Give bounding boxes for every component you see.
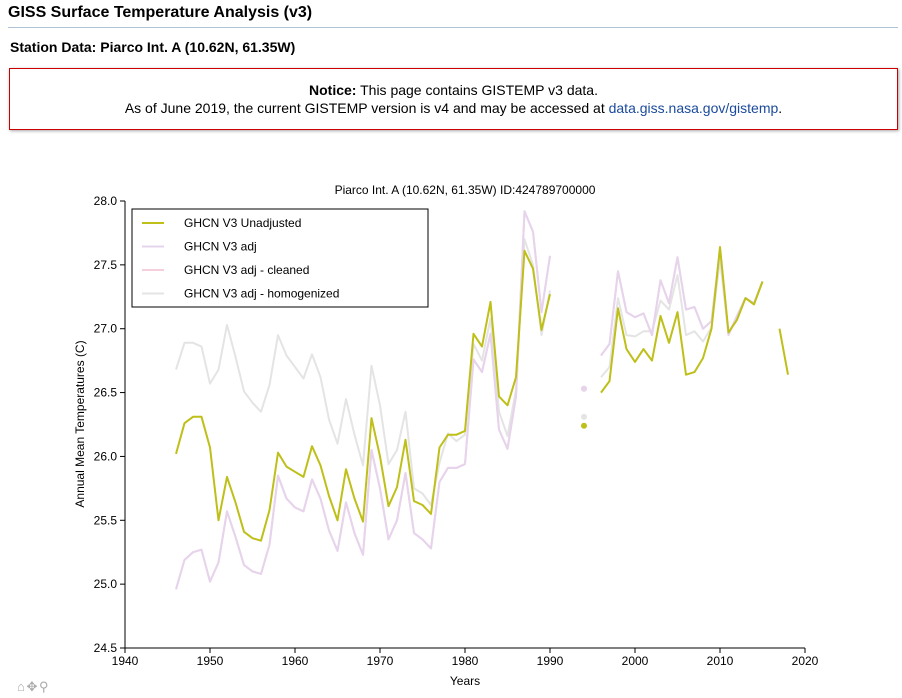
page-header: GISS Surface Temperature Analysis (v3) xyxy=(8,4,898,28)
notice-text-2: As of June 2019, the current GISTEMP ver… xyxy=(124,100,605,116)
series-line-ghcn-v3-unadjusted-1 xyxy=(600,246,764,394)
series-line-ghcn-v3-adj-0 xyxy=(175,210,551,590)
gistemp-link[interactable]: data.giss.nasa.gov/gistemp xyxy=(608,100,779,116)
x-tick-label-2000: 2000 xyxy=(622,654,649,668)
series-line-ghcn-v3-unadjusted-0 xyxy=(175,249,551,542)
notice-line-1: Notice: This page contains GISTEMP v3 da… xyxy=(10,81,897,99)
legend: GHCN V3 Unadjusted GHCN V3 adj GHCN V3 adj… xyxy=(131,208,429,308)
y-tick-label-1: 25.0 xyxy=(94,577,118,591)
x-tick-label-1950: 1950 xyxy=(197,654,224,668)
station-title: Station Data: Piarco Int. A (10.62N, 61.… xyxy=(10,39,296,55)
y-tick-label-5: 27.0 xyxy=(94,322,118,336)
x-tick-label-1980: 1980 xyxy=(452,654,479,668)
y-tick-label-4: 26.5 xyxy=(94,386,118,400)
series-point-ghcn-v3-adj-0 xyxy=(581,385,587,392)
series-point-ghcn-v3-unadjusted-0 xyxy=(581,422,587,429)
series-line-ghcn-v3-adj-homogenized-0 xyxy=(175,238,551,506)
x-tick-label-1970: 1970 xyxy=(367,654,394,668)
legend-label-0: GHCN V3 Unadjusted xyxy=(184,216,301,230)
x-tick-label-1940: 1940 xyxy=(112,654,139,668)
series-line-ghcn-v3-unadjusted-2 xyxy=(778,328,789,375)
home-icon[interactable]: ⌂ xyxy=(17,679,25,694)
legend-label-1: GHCN V3 adj xyxy=(184,240,257,254)
temperature-chart: Piarco Int. A (10.62N, 61.35W) ID:424789… xyxy=(73,183,819,688)
y-tick-label-7: 28.0 xyxy=(94,194,118,208)
x-tick-label-1990: 1990 xyxy=(537,654,564,668)
x-tick-label-2010: 2010 xyxy=(707,654,734,668)
y-tick-label-0: 24.5 xyxy=(94,641,118,655)
legend-box xyxy=(131,208,429,308)
y-tick-label-2: 25.5 xyxy=(94,513,118,527)
series-point-ghcn-v3-adj-homogenized-0 xyxy=(581,413,587,420)
legend-label-3: GHCN V3 adj - homogenized xyxy=(184,287,339,301)
series-line-ghcn-v3-adj-1 xyxy=(600,248,764,357)
pan-icon[interactable]: ✥ xyxy=(26,679,37,694)
plot-series xyxy=(175,210,789,590)
page-title: GISS Surface Temperature Analysis (v3) xyxy=(8,4,313,21)
notice-line-2: As of June 2019, the current GISTEMP ver… xyxy=(10,99,897,117)
y-tick-label-6: 27.5 xyxy=(94,258,118,272)
notice-box: Notice: This page contains GISTEMP v3 da… xyxy=(9,68,898,130)
legend-label-2: GHCN V3 adj - cleaned xyxy=(184,263,309,277)
zoom-icon[interactable]: ⚲ xyxy=(39,679,48,694)
x-tick-label-2020: 2020 xyxy=(792,654,819,668)
y-tick-label-3: 26.0 xyxy=(94,449,118,463)
plot-toolbar: ⌂ ✥ ⚲ xyxy=(17,679,48,695)
chart-axes: 1940 1950 1960 1970 1980 1990 2000 2010 2020 24.5… xyxy=(94,194,819,668)
x-axis-label: Years xyxy=(450,674,480,688)
x-tick-label-1960: 1960 xyxy=(282,654,309,668)
notice-period: . xyxy=(778,100,783,116)
chart-title: Piarco Int. A (10.62N, 61.35W) ID:424789… xyxy=(335,183,596,197)
y-axis-label: Annual Mean Temperatures (C) xyxy=(73,340,87,507)
notice-label: Notice: xyxy=(309,82,357,98)
notice-text: This page contains GISTEMP v3 data. xyxy=(360,82,598,98)
